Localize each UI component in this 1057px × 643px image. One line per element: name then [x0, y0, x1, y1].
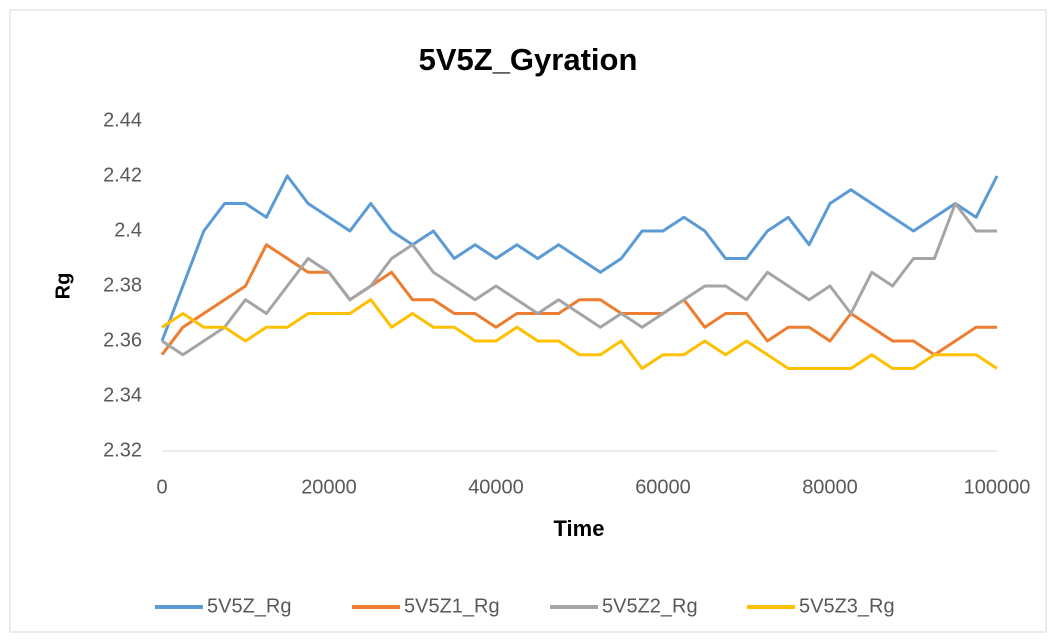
series-line: [161, 298, 998, 370]
x-tick-label: 80000: [802, 476, 858, 498]
legend-label: 5V5Z_Rg: [207, 595, 292, 617]
y-tick-label: 2.36: [103, 329, 142, 351]
legend-label: 5V5Z3_Rg: [799, 595, 895, 617]
x-tick-label: 60000: [635, 476, 691, 498]
x-axis-label: Time: [554, 516, 605, 541]
y-axis-label: Rg: [52, 273, 74, 300]
x-tick-label: 20000: [301, 476, 357, 498]
y-tick-label: 2.38: [103, 274, 142, 296]
x-tick-label: 100000: [964, 476, 1031, 498]
series-line: [160, 174, 999, 342]
legend-label: 5V5Z1_Rg: [404, 595, 500, 617]
chart-frame: [9, 9, 1047, 633]
x-tick-label: 0: [156, 476, 167, 498]
y-tick-label: 2.34: [103, 384, 142, 406]
y-tick-label: 2.4: [114, 219, 142, 241]
legend-label: 5V5Z2_Rg: [602, 595, 698, 617]
series-line: [161, 202, 997, 357]
x-tick-label: 40000: [468, 476, 524, 498]
y-tick-label: 2.42: [103, 164, 142, 186]
y-tick-label: 2.44: [103, 109, 142, 131]
chart-title: 5V5Z_Gyration: [419, 42, 638, 77]
y-tick-label: 2.32: [103, 439, 142, 461]
